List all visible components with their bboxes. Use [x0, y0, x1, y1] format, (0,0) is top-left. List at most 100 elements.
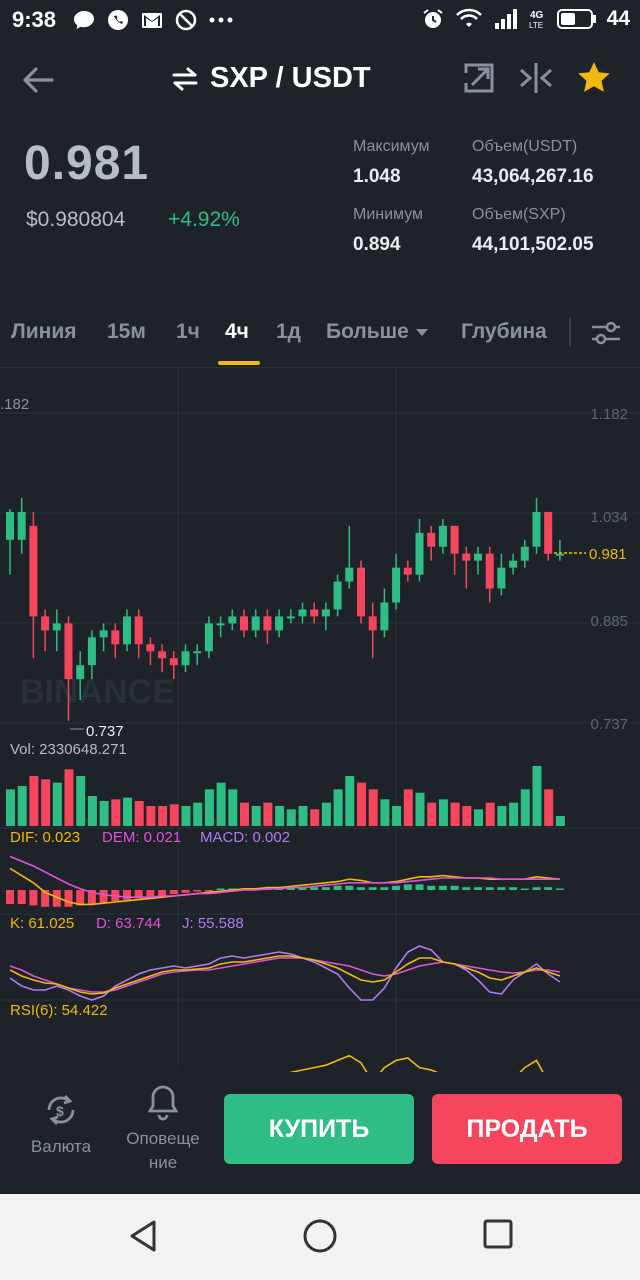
macd-histogram-bar [146, 890, 155, 897]
volume-bar [181, 806, 191, 826]
low-value: 0.894 [353, 234, 401, 255]
high-label: Максимум [353, 138, 430, 155]
currency-button[interactable]: $ Валюта [16, 1090, 106, 1159]
kdj-k-line [9, 955, 561, 995]
volume-bar [228, 789, 238, 826]
trade-bar: $ Валюта Оповеще ние КУПИТЬ ПРОДАТЬ [0, 1072, 640, 1194]
candle-body [275, 616, 284, 631]
currency-label: Валюта [30, 1137, 92, 1156]
buy-button[interactable]: КУПИТЬ [224, 1094, 414, 1164]
candle-body [52, 623, 61, 631]
nav-home-icon[interactable] [302, 1218, 338, 1254]
tab-line[interactable]: Линия [11, 320, 77, 343]
candle-body [497, 567, 506, 589]
volume-bar [41, 779, 51, 826]
binance-watermark: BINANCE [20, 673, 175, 711]
macd-histogram-bar [333, 885, 342, 890]
candle-body [532, 511, 541, 547]
volume-bar [345, 776, 355, 826]
status-bar: 9:38 4G LTE 44 [0, 0, 640, 40]
alerts-button[interactable]: Оповеще ние [118, 1082, 208, 1175]
min-marker-label: 0.737 [86, 723, 124, 740]
volume-bar [485, 802, 495, 826]
macd-histogram-bar [76, 890, 85, 906]
candle-body [216, 623, 225, 626]
wifi-icon [455, 8, 482, 27]
active-tab-indicator [218, 361, 260, 365]
fullscreen-icon[interactable] [462, 61, 496, 95]
volume-bar [158, 806, 168, 826]
candle-body [29, 525, 38, 617]
nav-back-icon[interactable] [126, 1218, 160, 1254]
battery-icon [556, 9, 596, 29]
candle-body [438, 525, 447, 547]
macd-histogram-bar [204, 890, 213, 892]
volume-bar [474, 809, 483, 826]
sell-button[interactable]: ПРОДАТЬ [432, 1094, 622, 1164]
vol-usdt-label: Объем(USDT) [472, 138, 578, 155]
macd-histogram-bar [52, 890, 61, 907]
volume-bar [438, 799, 448, 826]
alarm-icon [423, 9, 443, 28]
tab-1h[interactable]: 1ч [176, 320, 200, 343]
alerts-label-line1: Оповеще [126, 1129, 200, 1148]
candles [6, 497, 564, 721]
candle-body [415, 532, 424, 575]
volume-bar [462, 806, 472, 826]
y-tick-label: 0.737 [590, 716, 628, 733]
candle-body [368, 616, 377, 631]
volume-bar [497, 806, 507, 826]
kdj-panel: K: 61.025 D: 63.744 J: 55.588 [9, 915, 561, 1001]
volume-bar [520, 789, 530, 826]
currency-exchange-icon: $ [47, 1095, 75, 1125]
kdj-d-label: D: 63.744 [96, 915, 161, 932]
candle-body [204, 623, 213, 652]
system-nav-bar [0, 1194, 640, 1280]
volume-bar [321, 802, 331, 826]
candle-body [345, 567, 354, 582]
volume-bar [555, 816, 565, 826]
compare-icon[interactable] [518, 61, 554, 95]
candle-body [41, 616, 50, 631]
rsi-panel: RSI(6): 54.422 [10, 1002, 544, 1072]
volume-bar [193, 802, 203, 826]
volume-bar [29, 776, 39, 826]
candle-body [134, 616, 143, 645]
candle-body [450, 525, 459, 554]
back-arrow-icon[interactable] [20, 62, 56, 98]
candle-body [485, 553, 494, 589]
y-tick-label: 0.885 [590, 613, 628, 630]
volume-bar [427, 802, 437, 826]
volume-bar [415, 792, 425, 826]
candle-body [111, 630, 120, 645]
candle-body [123, 616, 131, 645]
candle-body [6, 511, 14, 540]
last-price: 0.981 [24, 137, 150, 190]
tab-15m[interactable]: 15м [107, 320, 146, 343]
volume-bar [87, 796, 97, 826]
macd-histogram-bar [485, 887, 494, 890]
macd-histogram-bar [450, 885, 459, 890]
candle-body [520, 546, 529, 561]
chart-settings-icon[interactable] [590, 320, 622, 346]
volume-bar [64, 769, 74, 826]
pair-selector[interactable]: SXP / USDT [170, 62, 371, 95]
volume-bar [76, 776, 86, 826]
macd-histogram-bar [532, 887, 541, 890]
favorite-star-icon[interactable] [576, 60, 612, 96]
kdj-j-line [9, 945, 561, 1001]
tab-more[interactable]: Больше [326, 320, 429, 344]
volume-bar [357, 782, 366, 826]
volume-bar [392, 806, 402, 826]
macd-histogram-bar [64, 890, 73, 907]
nav-recents-icon[interactable] [482, 1218, 514, 1250]
tab-1d[interactable]: 1д [276, 320, 302, 343]
volume-bar [450, 802, 460, 826]
candlestick-chart[interactable]: BINANCE 1.182 1.034 0.885 0.737 .182 0.981 0.7… [0, 368, 640, 1072]
tab-4h[interactable]: 4ч [225, 320, 249, 343]
volume-bar [544, 789, 554, 826]
more-notifications-icon [209, 17, 233, 23]
tab-depth[interactable]: Глубина [461, 320, 547, 343]
kdj-d-line [9, 957, 561, 993]
volume-bar [403, 789, 413, 826]
